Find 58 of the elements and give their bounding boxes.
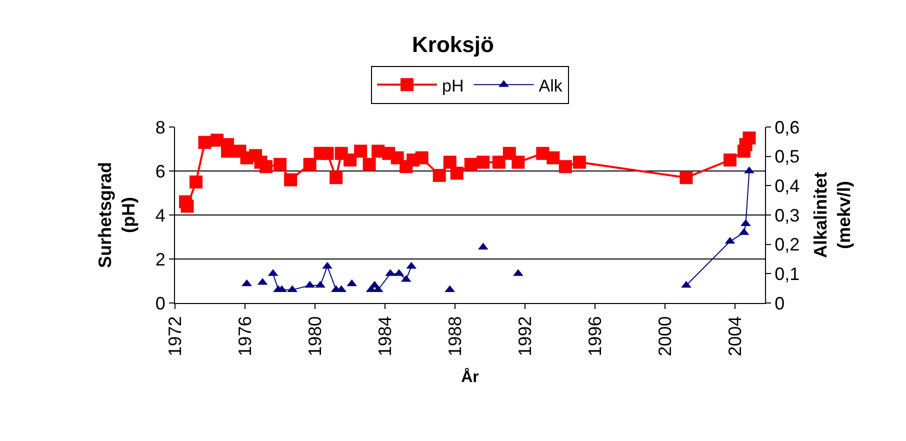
y-tick-label: 8 [155, 117, 166, 138]
x-tick-label: 1996 [585, 316, 606, 356]
point [180, 200, 194, 213]
point [443, 156, 456, 169]
point [330, 171, 343, 184]
point [242, 279, 252, 286]
point [432, 168, 446, 182]
point [546, 151, 560, 164]
point [740, 219, 751, 226]
point [221, 144, 234, 158]
x-tick-label: 2004 [725, 316, 746, 356]
point [680, 171, 693, 184]
point [260, 160, 273, 174]
x-tick-label: 1976 [234, 316, 255, 356]
y2-tick-label: 0,3 [774, 205, 800, 226]
point [558, 160, 572, 174]
x-tick-label: 1972 [164, 316, 185, 356]
point [723, 154, 736, 166]
point [198, 136, 212, 149]
point [492, 156, 506, 169]
legend-label: pH [442, 76, 464, 96]
y-tick-label: 2 [155, 249, 166, 270]
y2-tick-label: 0,4 [774, 176, 800, 196]
point [354, 144, 368, 158]
x-tick-label: 2000 [655, 316, 676, 356]
point [415, 151, 428, 164]
point [362, 158, 376, 171]
point [274, 158, 287, 171]
y2-tick-label: 0 [774, 293, 785, 314]
point [190, 176, 203, 188]
y2-tick-label: 0,5 [774, 146, 800, 167]
y2-tick-label: 0,2 [774, 234, 800, 255]
y2-axis-title: Alkalinitet (mekv/l) [810, 172, 854, 258]
point [742, 132, 756, 144]
point [320, 146, 334, 160]
x-tick-label: 1984 [374, 316, 395, 356]
point [284, 173, 298, 186]
point [512, 156, 525, 169]
y-axis-title: Surhetsgrad (pH) [95, 162, 139, 268]
y-tick-label: 6 [155, 161, 166, 182]
y2-tick-label: 0,6 [774, 117, 800, 138]
x-axis-title: År [461, 366, 479, 386]
chart-title: Kroksjö [412, 32, 494, 57]
point [572, 156, 586, 169]
point [476, 156, 490, 169]
legend-label: Alk [538, 76, 563, 96]
x-tick-label: 1992 [515, 316, 535, 356]
point [303, 158, 316, 171]
y-tick-label: 4 [155, 205, 166, 226]
x-tick-label: 1980 [304, 316, 325, 356]
point [287, 285, 298, 292]
x-tick-label: 1988 [444, 316, 465, 356]
y-tick-label: 0 [155, 293, 166, 314]
point [450, 166, 464, 180]
y2-tick-label: 0,1 [774, 264, 800, 284]
point [464, 158, 478, 171]
point [344, 154, 357, 166]
point [681, 280, 692, 288]
